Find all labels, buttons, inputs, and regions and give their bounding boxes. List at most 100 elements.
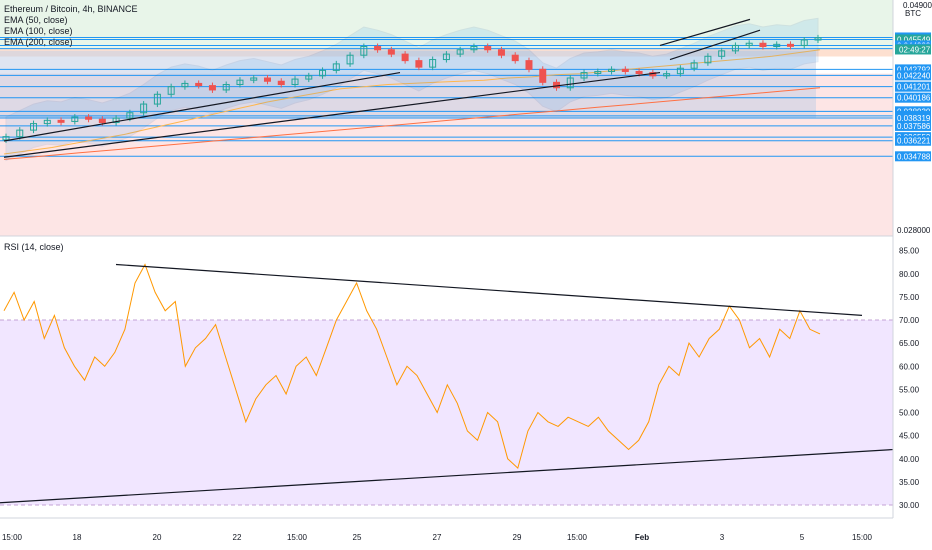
candle bbox=[608, 68, 616, 72]
trend-line bbox=[3, 71, 661, 158]
rsi-tick: 40.00 bbox=[899, 455, 920, 464]
time-tick: 18 bbox=[73, 533, 82, 542]
candle bbox=[277, 80, 285, 86]
candle bbox=[456, 49, 464, 55]
price-level-tag: 0.042792 bbox=[895, 64, 931, 75]
candle bbox=[704, 55, 712, 64]
time-tick: 15:00 bbox=[2, 533, 23, 542]
rsi-tick: 30.00 bbox=[899, 501, 920, 510]
time-tick: Feb bbox=[635, 533, 649, 542]
time-tick: 5 bbox=[800, 533, 805, 542]
candle bbox=[332, 63, 340, 71]
candle bbox=[153, 93, 161, 105]
candle bbox=[663, 73, 671, 77]
rsi-tick: 65.00 bbox=[899, 339, 920, 348]
tag-bg bbox=[895, 34, 931, 45]
candle bbox=[57, 119, 65, 123]
time-tick: 25 bbox=[353, 533, 362, 542]
candle bbox=[374, 46, 382, 51]
candle bbox=[263, 77, 271, 82]
time-axis[interactable]: 15:00 18 20 22 15:00 25 27 29 15:00 Feb 3 5 15:00 bbox=[2, 533, 873, 542]
tag-bg bbox=[895, 81, 931, 92]
candle bbox=[126, 112, 134, 119]
candle bbox=[360, 46, 368, 56]
price-level-value: 0.042792 bbox=[897, 65, 931, 74]
legend-title: Ethereum / Bitcoin, 4h, BINANCE bbox=[4, 4, 138, 14]
candle bbox=[43, 119, 51, 125]
range-box bbox=[0, 50, 816, 119]
price-level-tag: 0.045549 bbox=[895, 34, 931, 45]
price-tick: 0.028000 bbox=[897, 226, 931, 235]
candle bbox=[387, 49, 395, 55]
tag-bg bbox=[895, 112, 931, 123]
candle bbox=[621, 68, 629, 72]
ema200-line bbox=[3, 87, 821, 160]
green-zone bbox=[0, 0, 893, 49]
price-level-tag: 0.037586 bbox=[895, 120, 931, 131]
rsi-tick: 60.00 bbox=[899, 362, 920, 371]
time-tick: 20 bbox=[153, 533, 162, 542]
rsi-tick: 85.00 bbox=[899, 247, 920, 256]
rsi-band bbox=[0, 320, 893, 506]
rsi-tick: 55.00 bbox=[899, 385, 920, 394]
time-tick: 29 bbox=[513, 533, 522, 542]
candle bbox=[250, 77, 258, 81]
rsi-tick: 50.00 bbox=[899, 409, 920, 418]
candle bbox=[140, 103, 148, 114]
price-level-tag: 0.041201 bbox=[895, 81, 931, 92]
legend-ema50: EMA (50, close) bbox=[4, 15, 68, 25]
trend-line bbox=[3, 71, 401, 142]
candle bbox=[305, 75, 313, 80]
candle bbox=[181, 82, 189, 88]
candle bbox=[759, 42, 767, 48]
candle bbox=[16, 129, 24, 138]
candle bbox=[484, 46, 492, 51]
price-level-value: 0.040186 bbox=[897, 94, 931, 103]
price-axis[interactable]: 0.04900BTC0.0457330.0455490.0449990.0447… bbox=[892, 0, 932, 550]
rsi-trend-line bbox=[115, 263, 863, 316]
candle bbox=[525, 60, 533, 70]
price-level-value: 0.041201 bbox=[897, 83, 931, 92]
price-level-value: 0.038319 bbox=[897, 114, 931, 123]
tag-bg bbox=[895, 64, 931, 75]
bollinger-band bbox=[5, 17, 819, 162]
rsi-line bbox=[3, 263, 821, 470]
price-level-tag: 0.040186 bbox=[895, 92, 931, 103]
rsi-tick: 75.00 bbox=[899, 293, 920, 302]
candle bbox=[429, 59, 437, 68]
rsi-tick: 45.00 bbox=[899, 432, 920, 441]
candle bbox=[539, 68, 547, 83]
candle bbox=[773, 43, 781, 48]
price-panel bbox=[0, 0, 893, 237]
currency-label: BTC bbox=[905, 9, 921, 18]
candle bbox=[470, 46, 478, 51]
candle bbox=[511, 54, 519, 62]
candle bbox=[401, 53, 409, 62]
price-level-value: 0.034788 bbox=[897, 152, 931, 161]
price-level-tag: 0.036221 bbox=[895, 135, 931, 146]
channel-line bbox=[659, 18, 751, 47]
tag-bg bbox=[895, 44, 931, 55]
tag-bg bbox=[895, 92, 931, 103]
price-level-tag: 0.042240 bbox=[895, 70, 931, 81]
candle bbox=[566, 77, 574, 89]
time-tick: 27 bbox=[433, 533, 442, 542]
price-legend: Ethereum / Bitcoin, 4h, BINANCE EMA (50,… bbox=[4, 4, 138, 48]
candle bbox=[800, 39, 808, 46]
candle bbox=[594, 70, 602, 74]
tag-bg bbox=[895, 70, 931, 81]
rsi-tick: 35.00 bbox=[899, 478, 920, 487]
candle bbox=[236, 79, 244, 86]
candle bbox=[497, 49, 505, 56]
time-tick: 3 bbox=[720, 533, 725, 542]
candle bbox=[415, 60, 423, 68]
candle bbox=[167, 86, 175, 95]
candle bbox=[2, 136, 10, 141]
countdown-value: 02:49:27 bbox=[899, 45, 931, 54]
time-tick: 15:00 bbox=[567, 533, 588, 542]
candle bbox=[676, 67, 684, 75]
candle bbox=[222, 84, 230, 91]
candle bbox=[112, 117, 120, 124]
rsi-panel bbox=[0, 263, 894, 519]
time-tick: 15:00 bbox=[852, 533, 873, 542]
